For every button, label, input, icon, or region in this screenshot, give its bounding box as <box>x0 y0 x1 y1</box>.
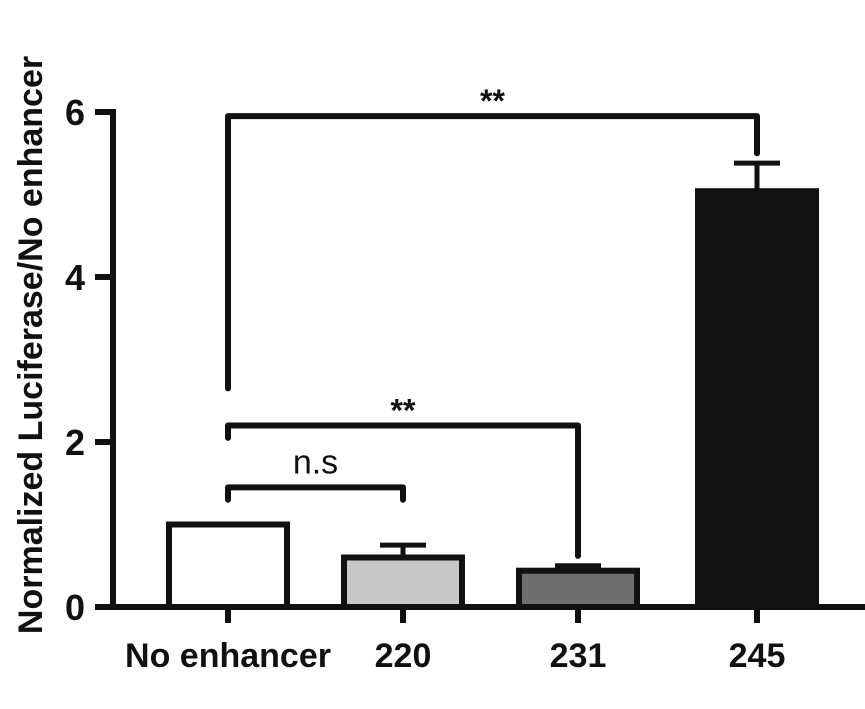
y-axis-label: Normalized Luciferase/No enhancer <box>12 56 50 634</box>
comparison-bracket <box>225 484 406 503</box>
y-tick-label: 4 <box>65 257 85 298</box>
y-tick-label: 0 <box>65 587 85 628</box>
significance-label: ** <box>391 393 416 429</box>
bars <box>166 160 819 611</box>
x-tick-label: 220 <box>375 637 432 675</box>
x-tick-label: No enhancer <box>125 637 331 675</box>
x-tick-label: 245 <box>729 637 786 675</box>
comparison-bracket <box>225 422 581 559</box>
y-tick-label: 6 <box>65 92 85 133</box>
bar-0 <box>166 521 290 610</box>
bar-2 <box>516 567 640 611</box>
bar-3 <box>695 188 819 610</box>
significance-label: n.s <box>293 443 338 481</box>
y-tick-label: 2 <box>65 422 85 463</box>
x-tick-label: 231 <box>550 637 607 675</box>
bar-1 <box>341 554 465 610</box>
comparison-bracket <box>225 113 760 392</box>
significance-label: ** <box>480 83 505 119</box>
significance-brackets: n.s ** ** <box>225 83 760 559</box>
